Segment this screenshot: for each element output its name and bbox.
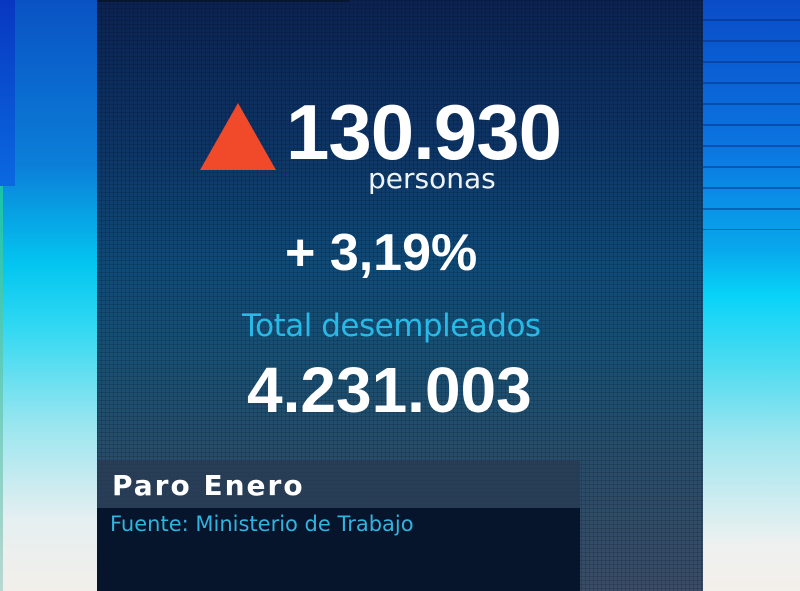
top-border-line: [97, 0, 349, 2]
lower-third-title: Paro Enero: [97, 460, 580, 508]
total-value: 4.231.003: [247, 354, 532, 426]
right-scanlines: [703, 0, 800, 230]
change-percent: + 3,19%: [285, 224, 478, 282]
lower-third: Paro Enero Fuente: Ministerio de Trabajo: [97, 460, 580, 591]
right-gradient-strip: [703, 0, 800, 591]
change-unit: personas: [368, 162, 496, 195]
change-value: 130.930: [286, 88, 562, 176]
left-gradient-strip: [0, 0, 97, 591]
total-label: Total desempleados: [242, 308, 541, 344]
lower-third-source: Fuente: Ministerio de Trabajo: [97, 508, 580, 591]
left-blue-bar: [0, 0, 15, 186]
change-headline: 130.930: [200, 88, 562, 176]
left-edge-line: [0, 186, 3, 591]
triangle-up-icon: [200, 102, 276, 170]
